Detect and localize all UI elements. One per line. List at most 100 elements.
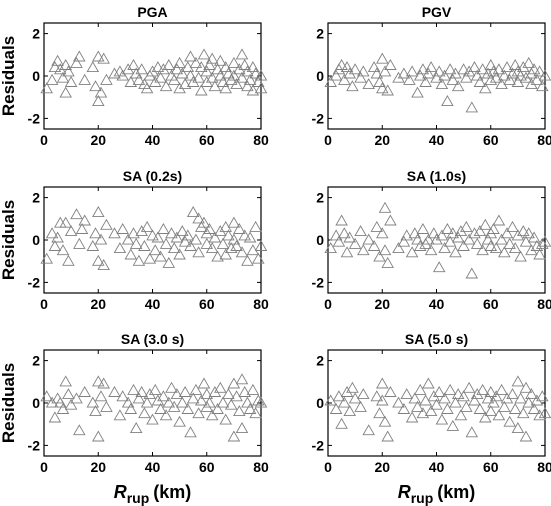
data-point [441, 402, 454, 414]
data-point [508, 402, 522, 414]
data-point [503, 415, 516, 427]
data-point [151, 61, 165, 73]
data-point [484, 405, 498, 417]
data-point [241, 254, 254, 266]
data-point [162, 396, 176, 408]
data-point [167, 73, 181, 85]
data-point [335, 214, 348, 226]
x-tick-label: 40 [429, 296, 445, 312]
data-point [405, 65, 419, 77]
x-axis-label-subscript: rup [411, 490, 434, 506]
data-point [127, 58, 140, 70]
data-point [484, 73, 498, 85]
data-point [511, 421, 525, 434]
data-point [56, 71, 70, 83]
data-point [435, 229, 449, 241]
panel-title: PGA [137, 4, 167, 20]
data-point [170, 231, 184, 243]
panel-title: SA (3.0 s) [121, 331, 184, 347]
data-point [214, 69, 227, 81]
data-point [246, 244, 260, 256]
data-point [424, 244, 438, 256]
data-point [254, 69, 268, 81]
data-point [56, 402, 70, 414]
data-point [214, 381, 227, 393]
data-point [419, 75, 432, 87]
data-point [517, 61, 530, 73]
data-point [40, 252, 53, 264]
data-point [200, 75, 214, 87]
data-point [373, 250, 386, 262]
x-tick-label: 60 [199, 296, 215, 312]
data-point [211, 63, 224, 75]
data-point [62, 388, 75, 400]
data-point [124, 75, 138, 87]
data-point [500, 61, 514, 73]
data-point [227, 69, 241, 81]
data-point [94, 233, 108, 245]
data-point [127, 227, 140, 239]
data-point [92, 375, 105, 387]
data-point [227, 216, 241, 228]
data-point [219, 82, 232, 94]
x-axis-label-unit: (km) [437, 482, 475, 502]
data-point [332, 235, 346, 247]
data-point [508, 58, 522, 70]
data-point [238, 385, 251, 397]
data-point [470, 237, 484, 249]
data-point [454, 409, 468, 421]
data-point [443, 383, 457, 395]
data-point [335, 58, 348, 70]
data-point [492, 63, 506, 75]
x-tick-label: 20 [374, 296, 390, 312]
x-tick-label: 20 [90, 132, 106, 148]
data-point [192, 71, 205, 83]
data-point [432, 65, 446, 77]
data-point [100, 73, 113, 85]
data-point [173, 82, 186, 94]
data-point [189, 233, 203, 245]
data-point [70, 56, 83, 68]
data-point [525, 388, 538, 400]
data-point [254, 239, 268, 251]
data-point [419, 394, 432, 406]
data-point [384, 58, 397, 70]
x-tick-label: 40 [429, 132, 445, 148]
data-point [346, 80, 359, 92]
data-point [45, 396, 59, 408]
data-point [157, 222, 170, 234]
data-point [151, 394, 165, 406]
data-point [132, 73, 146, 85]
data-point [73, 424, 86, 436]
data-point [362, 78, 375, 90]
data-point [89, 80, 102, 92]
data-point [476, 244, 489, 256]
x-tick-label: 60 [483, 296, 499, 312]
x-tick-label: 80 [537, 132, 551, 148]
data-point [338, 227, 351, 239]
data-point [173, 56, 186, 68]
data-point [200, 65, 214, 77]
panel-2: SA (0.2s) 0 20 40 60 80 -2 0 2 Residuals [0, 168, 269, 312]
data-point [162, 256, 176, 268]
x-tick-label: 40 [145, 296, 161, 312]
data-point [203, 396, 216, 408]
data-point [354, 400, 367, 412]
data-point [241, 80, 254, 92]
data-point [338, 396, 351, 408]
data-point [252, 394, 265, 406]
data-point [78, 73, 91, 85]
data-point [422, 233, 435, 245]
data-point [100, 218, 113, 230]
data-point [216, 237, 230, 249]
y-tick-label: 0 [316, 68, 324, 84]
data-point [462, 381, 476, 393]
data-point [489, 71, 503, 83]
data-point [503, 237, 516, 249]
x-tick-label: 60 [199, 459, 215, 475]
data-point [449, 246, 462, 258]
data-point [54, 216, 67, 228]
data-point [424, 61, 438, 73]
data-point [189, 383, 203, 395]
data-point [441, 94, 454, 107]
